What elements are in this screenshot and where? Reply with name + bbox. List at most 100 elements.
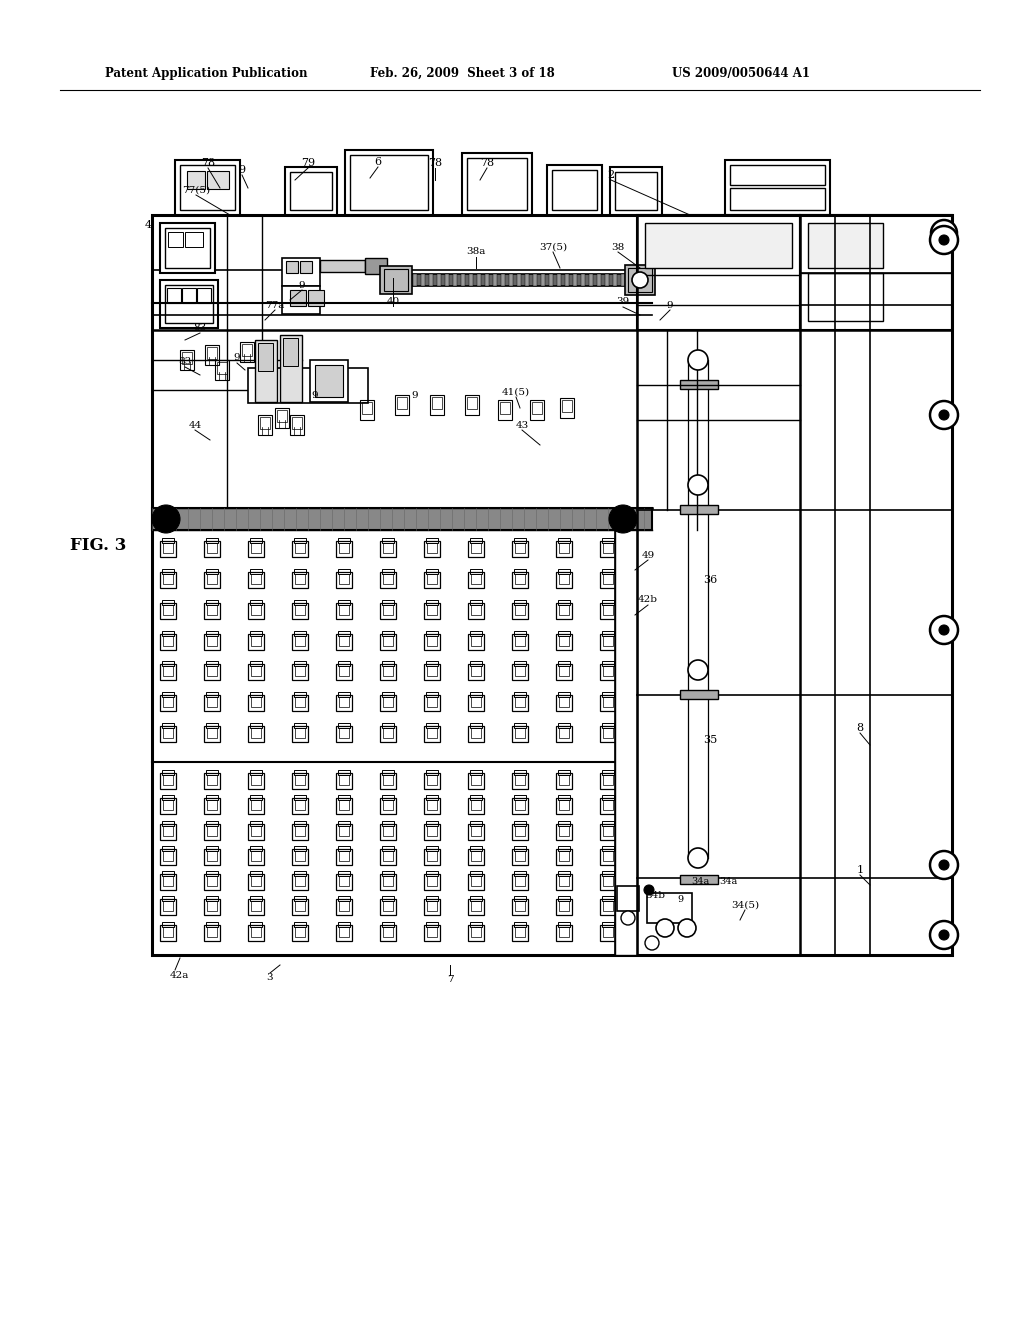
Bar (468, 774, 484, 789)
Bar (602, 846, 614, 851)
Circle shape (939, 228, 949, 238)
Bar (468, 925, 484, 941)
Bar (397, 397, 407, 409)
Bar (573, 275, 577, 286)
Bar (600, 696, 616, 711)
Bar (800, 215, 952, 330)
Bar (427, 697, 437, 708)
Bar (603, 574, 613, 583)
Text: FIG. 3: FIG. 3 (70, 536, 126, 553)
Bar (207, 635, 217, 645)
Bar (556, 799, 572, 814)
Bar (338, 821, 350, 825)
Bar (468, 849, 484, 865)
Bar (162, 821, 174, 825)
Bar (260, 417, 270, 429)
Bar (207, 729, 217, 738)
Bar (556, 774, 572, 789)
Bar (559, 876, 569, 886)
Circle shape (939, 624, 949, 635)
Bar (160, 664, 176, 680)
Bar (292, 726, 308, 742)
Bar (204, 849, 220, 865)
Bar (295, 729, 305, 738)
Bar (248, 925, 264, 941)
Bar (600, 664, 616, 680)
Bar (406, 275, 409, 286)
Bar (382, 821, 394, 825)
Bar (250, 821, 262, 825)
Bar (380, 774, 396, 789)
Bar (339, 851, 349, 861)
Bar (424, 774, 440, 789)
Bar (424, 799, 440, 814)
Bar (300, 261, 312, 273)
Bar (600, 603, 616, 619)
Bar (427, 667, 437, 676)
Bar (603, 635, 613, 645)
Bar (453, 275, 457, 286)
Bar (515, 775, 525, 785)
Bar (514, 921, 526, 927)
Bar (339, 574, 349, 583)
Bar (292, 603, 308, 619)
Bar (251, 543, 261, 553)
Bar (515, 876, 525, 886)
Bar (470, 821, 482, 825)
Bar (163, 876, 173, 886)
Bar (603, 902, 613, 911)
Bar (380, 267, 412, 294)
Bar (207, 347, 217, 359)
Bar (603, 851, 613, 861)
Bar (160, 726, 176, 742)
Bar (413, 275, 417, 286)
Bar (512, 799, 528, 814)
Bar (382, 692, 394, 697)
Bar (163, 605, 173, 615)
Bar (255, 341, 278, 403)
Text: 43: 43 (515, 421, 528, 429)
Bar (160, 634, 176, 649)
Bar (468, 541, 484, 557)
Bar (206, 770, 218, 775)
Bar (549, 275, 553, 286)
Bar (512, 774, 528, 789)
Bar (339, 697, 349, 708)
Bar (217, 362, 227, 374)
Bar (382, 599, 394, 605)
Text: 37(5): 37(5) (539, 243, 567, 252)
Bar (445, 275, 449, 286)
Bar (512, 572, 528, 587)
Bar (559, 927, 569, 937)
Bar (204, 696, 220, 711)
Bar (602, 821, 614, 825)
Bar (251, 775, 261, 785)
Bar (215, 360, 229, 380)
Bar (251, 667, 261, 676)
Bar (160, 696, 176, 711)
Bar (471, 729, 481, 738)
Circle shape (939, 235, 949, 246)
Text: 9: 9 (311, 391, 318, 400)
Bar (248, 634, 264, 649)
Bar (469, 275, 473, 286)
Bar (559, 605, 569, 615)
Bar (251, 927, 261, 937)
Bar (382, 795, 394, 800)
Bar (547, 165, 602, 215)
Bar (383, 927, 393, 937)
Bar (163, 729, 173, 738)
Bar (600, 824, 616, 840)
Bar (426, 599, 438, 605)
Bar (338, 723, 350, 729)
Bar (338, 921, 350, 927)
Bar (248, 603, 264, 619)
Bar (360, 400, 374, 420)
Bar (383, 667, 393, 676)
Bar (310, 360, 348, 403)
Bar (163, 667, 173, 676)
Bar (206, 896, 218, 902)
Bar (163, 775, 173, 785)
Bar (514, 896, 526, 902)
Bar (603, 775, 613, 785)
